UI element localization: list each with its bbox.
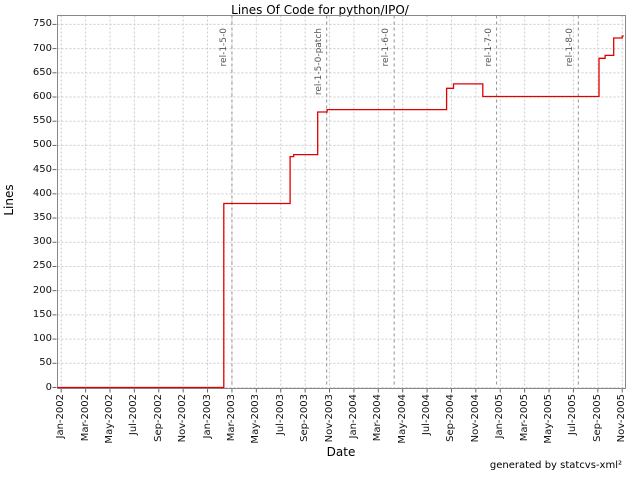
x-tick-label: Mar-2004 bbox=[372, 394, 384, 442]
x-tick-label: Sep-2002 bbox=[152, 394, 164, 442]
y-tick-label: 700 bbox=[32, 42, 52, 54]
y-axis-title: Lines bbox=[2, 184, 16, 216]
x-tick-label: May-2004 bbox=[396, 394, 408, 444]
x-tick-label: Jul-2003 bbox=[274, 394, 286, 436]
x-tick-label: Jul-2005 bbox=[567, 394, 579, 436]
y-tick-label: 450 bbox=[32, 163, 52, 175]
x-tick-label: Nov-2003 bbox=[323, 394, 335, 443]
x-tick-label: May-2003 bbox=[250, 394, 262, 444]
x-axis-title: Date bbox=[326, 445, 356, 459]
release-label: rel-1-5-0 bbox=[218, 28, 229, 67]
x-tick-label: Nov-2002 bbox=[177, 394, 189, 443]
y-tick-label: 550 bbox=[32, 115, 52, 127]
release-label: rel-1-5-0-patch bbox=[313, 28, 324, 96]
y-tick-label: 0 bbox=[45, 381, 52, 393]
release-label: rel-1-6-0 bbox=[381, 28, 392, 67]
x-tick-label: Nov-2005 bbox=[616, 394, 628, 443]
x-tick-label: Sep-2005 bbox=[591, 394, 603, 442]
y-tick-label: 300 bbox=[32, 236, 52, 248]
loc-step-line bbox=[57, 35, 624, 389]
y-tick-label: 350 bbox=[32, 212, 52, 224]
y-tick-label: 200 bbox=[32, 284, 52, 296]
x-tick-label: May-2002 bbox=[103, 394, 115, 444]
y-tick-label: 500 bbox=[32, 139, 52, 151]
x-tick-label: Mar-2005 bbox=[518, 394, 530, 442]
footer-credit: generated by statcvs-xml² bbox=[489, 460, 622, 471]
y-tick-label: 650 bbox=[32, 66, 52, 78]
y-tick-label: 50 bbox=[39, 357, 52, 369]
x-tick-label: Jan-2002 bbox=[55, 394, 67, 439]
x-tick-label: Nov-2004 bbox=[469, 394, 481, 443]
y-tick-label: 250 bbox=[32, 260, 52, 272]
x-tick-label: Jul-2004 bbox=[421, 394, 433, 436]
x-tick-label: Mar-2002 bbox=[79, 394, 91, 442]
y-tick-label: 100 bbox=[32, 333, 52, 345]
release-label: rel-1-8-0 bbox=[565, 28, 576, 67]
x-tick-label: Jan-2003 bbox=[201, 394, 213, 439]
x-tick-label: Sep-2003 bbox=[299, 394, 311, 442]
y-tick-label: 150 bbox=[32, 308, 52, 320]
x-tick-label: Jul-2002 bbox=[128, 394, 140, 436]
y-tick-label: 400 bbox=[32, 187, 52, 199]
x-tick-label: Sep-2004 bbox=[445, 394, 457, 442]
x-tick-label: Jan-2005 bbox=[494, 394, 506, 439]
y-tick-label: 750 bbox=[32, 18, 52, 30]
x-tick-label: Jan-2004 bbox=[347, 394, 359, 439]
y-tick-label: 600 bbox=[32, 91, 52, 103]
chart-title: Lines Of Code for python/IPO/ bbox=[231, 3, 409, 17]
x-tick-label: May-2005 bbox=[543, 394, 555, 444]
plot-border bbox=[57, 15, 626, 389]
x-tick-label: Mar-2003 bbox=[225, 394, 237, 442]
release-label: rel-1-7-0 bbox=[483, 28, 494, 67]
